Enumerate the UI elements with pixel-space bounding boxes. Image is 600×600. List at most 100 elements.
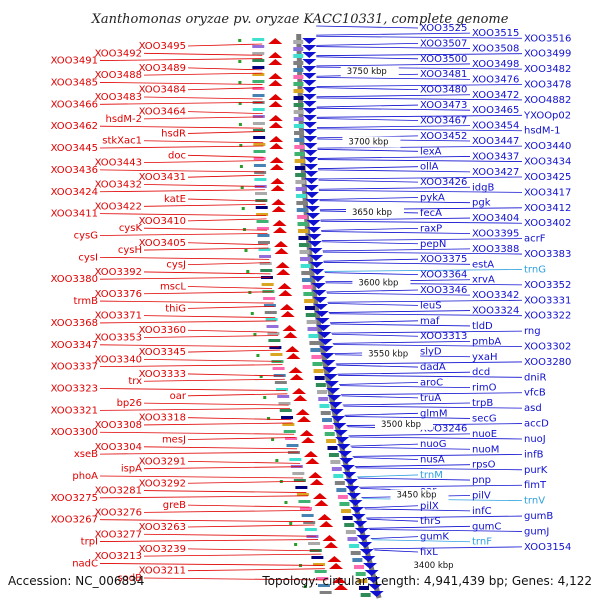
- leader-line: [345, 416, 471, 419]
- gene-label-left: doc: [168, 150, 186, 161]
- plus-strand-gene: [297, 416, 312, 422]
- kbp-tick-bg: [374, 418, 433, 430]
- gene-class-block: [300, 257, 311, 261]
- minus-strand-gene: [327, 395, 342, 401]
- gene-label-left: phoA: [72, 471, 98, 482]
- leader-line: [374, 549, 419, 553]
- leader-line: [99, 344, 280, 348]
- leader-line: [318, 186, 471, 190]
- gene-label-left: oar: [170, 391, 187, 402]
- minus-strand-gene: [308, 248, 323, 254]
- gene-class-block: [253, 136, 266, 139]
- leader-line: [99, 563, 324, 566]
- leader-line: [143, 422, 293, 426]
- gene-label-left: hsdM-2: [106, 114, 143, 125]
- gene-label-left: XOO3333: [139, 369, 186, 380]
- gene-class-block: [354, 565, 365, 569]
- leader-line: [143, 72, 263, 76]
- plus-strand-gene: [289, 374, 304, 380]
- gene-class-block: [252, 87, 265, 90]
- gene-class-block: [319, 404, 330, 408]
- leader-line: [143, 52, 263, 56]
- plus-strand-gene: [288, 367, 303, 373]
- leader-line: [187, 480, 305, 484]
- gene-label-right: fimT: [524, 480, 547, 491]
- gene-class-block: [285, 437, 298, 440]
- gene-class-block: [282, 423, 295, 426]
- plus-strand-gene: [271, 199, 286, 205]
- plus-strand-gene: [277, 283, 292, 289]
- gene-class-block: [306, 320, 317, 324]
- gene-label-left: XOO3263: [139, 522, 186, 533]
- plus-strand-gene: [322, 535, 337, 541]
- gene-class-block: [252, 115, 265, 118]
- gene-label-right: XOO3473: [420, 100, 467, 111]
- gene-label-left: XOO3300: [51, 427, 98, 438]
- gene-class-block: [305, 313, 316, 317]
- leader-line: [99, 300, 274, 304]
- minus-strand-gene: [354, 528, 369, 534]
- gene-label-right: infC: [472, 506, 492, 517]
- leader-line: [187, 174, 265, 178]
- plus-strand-gene: [278, 290, 293, 296]
- marker: [267, 417, 271, 420]
- gene-class-block: [296, 493, 309, 496]
- minus-strand-gene: [302, 73, 317, 79]
- gene-label-left: mscL: [160, 281, 186, 292]
- leader-line: [369, 529, 523, 532]
- leader-line: [319, 200, 471, 204]
- marker: [294, 543, 298, 546]
- leader-line: [187, 43, 263, 47]
- minus-strand-gene: [309, 255, 324, 261]
- gene-label-left: cysH: [118, 245, 142, 256]
- gene-class-block: [324, 432, 335, 436]
- minus-strand-gene: [364, 570, 379, 576]
- gene-label-left: mesJ: [162, 435, 186, 446]
- leader-line: [187, 373, 284, 377]
- gene-label-left: XOO3340: [95, 354, 142, 365]
- gene-label-right: nusA: [420, 455, 445, 466]
- leader-line: [351, 446, 471, 450]
- leader-line: [316, 94, 471, 98]
- gene-class-block: [252, 108, 265, 111]
- leader-line: [321, 231, 471, 234]
- gene-label-right: XOO3388: [472, 244, 519, 255]
- gene-label-right: XOO3476: [472, 74, 519, 85]
- gene-label-left: XOO3424: [51, 187, 98, 198]
- leader-line: [99, 58, 263, 61]
- minus-strand-gene: [302, 80, 317, 86]
- gene-label-right: fixL: [420, 547, 438, 558]
- plus-strand-gene: [268, 115, 283, 121]
- plus-strand-gene: [269, 164, 284, 170]
- leader-line: [187, 524, 315, 528]
- gene-class-block: [347, 537, 358, 541]
- minus-strand-gene: [346, 493, 361, 499]
- gene-label-right: hsdM-1: [524, 126, 561, 137]
- leader-line: [354, 464, 471, 468]
- gene-label-left: XOO3376: [95, 289, 142, 300]
- marker: [244, 249, 248, 252]
- minus-strand-gene: [303, 136, 318, 142]
- leader-line: [348, 433, 471, 437]
- leader-line: [322, 241, 419, 245]
- minus-strand-gene: [367, 584, 382, 590]
- leader-line: [328, 310, 471, 313]
- marker: [238, 81, 242, 84]
- gene-class-block: [309, 341, 320, 345]
- gene-label-right: tldD: [472, 321, 493, 332]
- gene-label-left: XOO3495: [139, 41, 186, 52]
- minus-strand-gene: [328, 402, 343, 408]
- minus-strand-gene: [348, 500, 363, 506]
- gene-class-block: [252, 59, 265, 62]
- gene-label-right: YXOOp02: [523, 110, 571, 121]
- gene-label-right: glmM: [420, 408, 448, 419]
- gene-class-block: [313, 563, 326, 566]
- gene-label-left: XOO3462: [51, 121, 98, 132]
- gene-class-block: [326, 439, 337, 443]
- gene-class-block: [319, 591, 332, 594]
- gene-class-block: [317, 584, 330, 587]
- gene-label-right: XOO3395: [472, 228, 519, 239]
- kbp-tick-bg: [390, 489, 449, 501]
- minus-strand-gene: [303, 164, 318, 170]
- gene-label-left: XOO3308: [95, 420, 142, 431]
